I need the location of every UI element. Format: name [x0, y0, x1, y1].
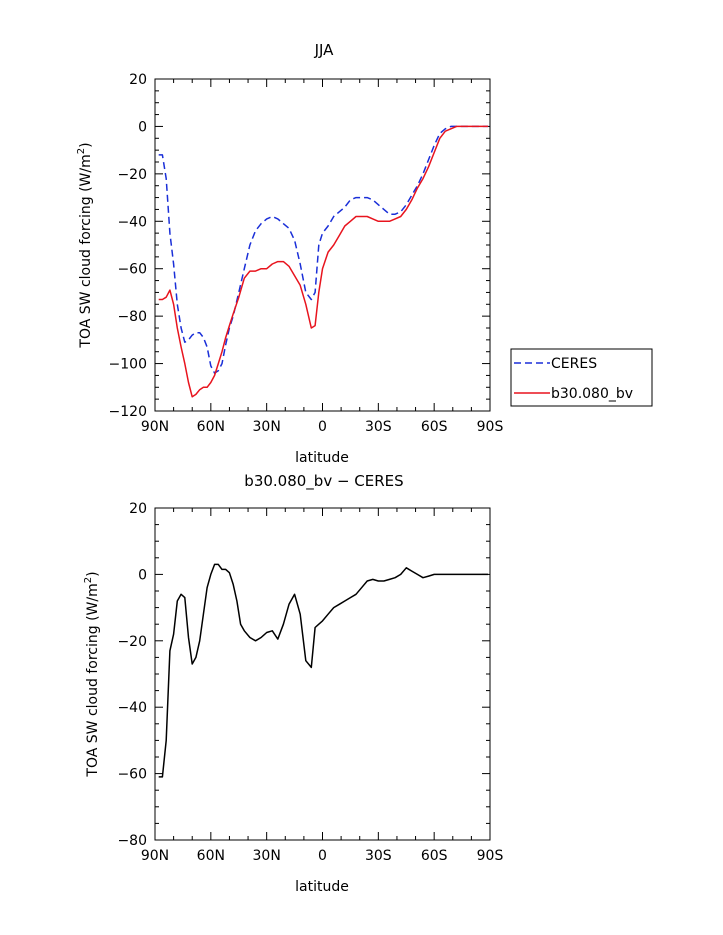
axis-ticks: 90N 60N 30N 0 30S 60S 90S 20 0 −20 −40 −60 −80 −100 −1… [109, 72, 504, 435]
y-tick-label: −80 [117, 833, 147, 849]
y-axis-label: TOA SW cloud forcing (W/m2) [76, 142, 94, 348]
axis-ticks: 90N 60N 30N 0 30S 60S 90S 20 0 −20 −40 −60 −80 [117, 501, 503, 864]
chart-title: b30.080_bv − CERES [244, 472, 403, 491]
y-tick-label: −100 [109, 357, 147, 373]
x-tick-label: 0 [318, 419, 327, 435]
plot-frame [154, 78, 491, 412]
legend: CERES b30.080_bv [510, 348, 653, 407]
x-tick-label: 90S [477, 848, 504, 864]
y-tick-label: 20 [129, 501, 147, 517]
series-lines [158, 125, 489, 398]
x-tick-label: 30S [365, 419, 392, 435]
series-line-ceres [158, 125, 489, 374]
y-tick-label: 0 [138, 119, 147, 135]
x-tick-label: 90S [477, 419, 504, 435]
legend-box [510, 348, 653, 407]
y-tick-label: −40 [117, 214, 147, 230]
y-tick-label: −80 [117, 309, 147, 325]
x-tick-label: 30S [365, 848, 392, 864]
bottom-panel: b30.080_bv − CERES 90N 60N 30N 0 30S 60S 90S 20… [83, 472, 503, 895]
x-axis-label: latitude [295, 879, 349, 895]
y-tick-label: 20 [129, 72, 147, 88]
plot-frame [154, 507, 491, 841]
y-tick-label: −60 [117, 262, 147, 278]
y-tick-label: −20 [117, 167, 147, 183]
chart-title: JJA [314, 41, 335, 59]
x-tick-label: 30N [253, 848, 281, 864]
series-lines [158, 563, 489, 778]
x-tick-label: 60N [197, 848, 225, 864]
top-panel: JJA 90N 60N 30N 0 30S 60S 90S 20 0 −20 −40 −60 −80 −1… [76, 41, 653, 466]
y-tick-label: −60 [117, 767, 147, 783]
x-tick-label: 90N [141, 419, 169, 435]
x-tick-label: 60S [421, 848, 448, 864]
y-axis-label: TOA SW cloud forcing (W/m2) [83, 571, 101, 777]
series-line-difference [158, 563, 489, 778]
x-axis-label: latitude [295, 450, 349, 466]
x-tick-label: 90N [141, 848, 169, 864]
x-tick-label: 60N [197, 419, 225, 435]
y-tick-label: −120 [109, 404, 147, 420]
y-tick-label: −20 [117, 634, 147, 650]
legend-label-ceres: CERES [551, 356, 597, 372]
x-tick-label: 30N [253, 419, 281, 435]
y-tick-label: 0 [138, 567, 147, 583]
series-line-b30-080-bv [158, 125, 489, 398]
y-tick-label: −40 [117, 700, 147, 716]
legend-label-model: b30.080_bv [551, 386, 633, 402]
x-tick-label: 0 [318, 848, 327, 864]
x-tick-label: 60S [421, 419, 448, 435]
